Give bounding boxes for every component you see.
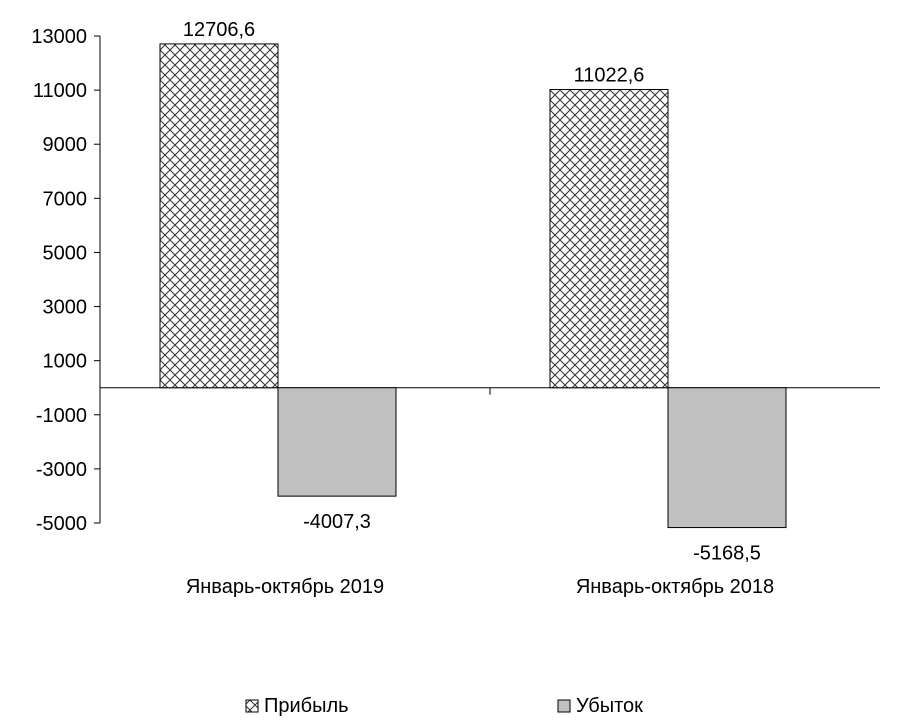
axes: 13000 11000 9000 7000 5000 3000 1000 -1000 -3000… — [31, 26, 880, 535]
loss-bar — [667, 387, 787, 529]
y-tick-label: 11000 — [33, 80, 87, 102]
y-tick-label: -3000 — [36, 459, 87, 481]
legend-label: Прибыль — [264, 695, 349, 717]
data-labels: 12706,6 11022,6 -4007,3 -5168,5 Январь-октяб… — [183, 19, 774, 598]
y-tick-label: 3000 — [43, 297, 88, 319]
y-tick-label: 5000 — [43, 242, 88, 264]
loss-bar — [277, 387, 397, 497]
y-tick-label: 1000 — [43, 351, 88, 373]
y-tick-label: 7000 — [43, 188, 88, 210]
data-label: -5168,5 — [693, 543, 761, 565]
data-label: 11022,6 — [574, 64, 645, 86]
y-tick-label: 13000 — [31, 26, 87, 48]
y-tick-label: 9000 — [43, 134, 88, 156]
data-label: -4007,3 — [303, 511, 371, 533]
data-label: 12706,6 — [183, 19, 255, 41]
y-tick-label: -5000 — [36, 513, 87, 535]
y-tick-label: -1000 — [36, 405, 87, 427]
profit-bar — [159, 43, 279, 389]
x-category-label: Январь-октябрь 2018 — [576, 576, 774, 598]
legend: Прибыль Убыток — [245, 695, 643, 717]
loss-legend-swatch — [557, 699, 571, 713]
x-category-label: Январь-октябрь 2019 — [186, 576, 384, 598]
bars — [159, 43, 787, 529]
profit-bar — [549, 88, 669, 389]
profit-legend-swatch — [245, 699, 259, 713]
legend-label: Убыток — [576, 695, 643, 717]
